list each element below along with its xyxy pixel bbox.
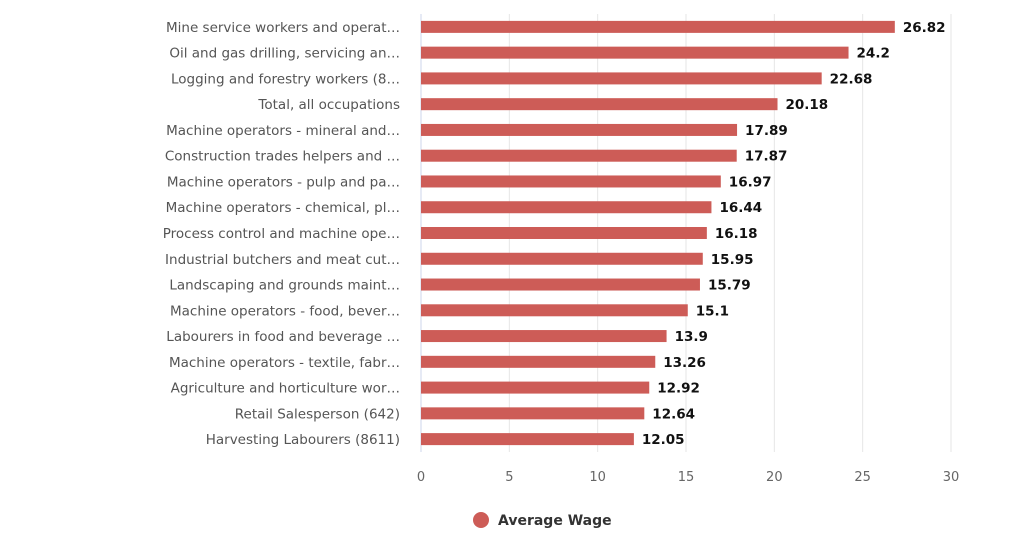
category-label: Labourers in food and beverage … (166, 329, 400, 345)
category-label: Landscaping and grounds maint… (169, 278, 400, 294)
category-label: Machine operators - food, bever… (170, 303, 400, 319)
bar (421, 330, 667, 343)
x-tick-label: 0 (417, 470, 425, 485)
data-label: 16.18 (715, 226, 758, 242)
category-label: Harvesting Labourers (8611) (206, 432, 400, 448)
x-tick-label: 5 (505, 470, 513, 485)
x-tick-label: 25 (854, 470, 871, 485)
data-label: 20.18 (786, 97, 829, 113)
bar (421, 407, 645, 420)
data-label: 12.64 (652, 406, 695, 422)
data-label: 22.68 (830, 71, 873, 87)
bar (421, 304, 688, 317)
data-label: 24.2 (857, 46, 890, 62)
category-label: Industrial butchers and meat cut… (165, 252, 400, 268)
legend-marker (473, 512, 489, 528)
data-label: 16.97 (729, 174, 772, 190)
x-tick-label: 30 (943, 470, 960, 485)
bar (421, 278, 700, 291)
x-tick-label: 10 (589, 470, 606, 485)
bar (421, 20, 895, 33)
bar (421, 381, 650, 394)
legend-item-average-wage[interactable]: Average Wage (498, 513, 612, 529)
data-label: 26.82 (903, 20, 946, 36)
bar (421, 123, 738, 136)
bar (421, 72, 822, 85)
data-label: 17.89 (745, 123, 788, 139)
bar (421, 175, 721, 188)
data-label: 13.9 (675, 329, 708, 345)
bar (421, 46, 849, 59)
category-label: Logging and forestry workers (8… (171, 71, 400, 87)
category-label: Machine operators - pulp and pa… (167, 174, 400, 190)
data-label: 12.05 (642, 432, 685, 448)
category-label: Retail Salesperson (642) (235, 406, 400, 422)
bar (421, 355, 656, 368)
category-label: Machine operators - chemical, pl… (166, 200, 400, 216)
bar (421, 227, 707, 239)
category-label: Construction trades helpers and … (165, 149, 400, 165)
bar (421, 252, 703, 265)
category-label: Machine operators - textile, fabr… (169, 355, 400, 371)
category-label: Process control and machine ope… (163, 226, 400, 242)
data-label: 15.95 (711, 252, 754, 268)
x-tick-label: 15 (678, 470, 695, 485)
category-label: Agriculture and horticulture wor… (171, 381, 400, 397)
data-label: 15.79 (708, 278, 751, 294)
category-label: Machine operators - mineral and… (166, 123, 400, 139)
data-label: 16.44 (719, 200, 762, 216)
category-label: Oil and gas drilling, servicing an… (169, 46, 400, 62)
bar (421, 201, 712, 214)
data-label: 12.92 (657, 381, 700, 397)
data-label: 17.87 (745, 149, 788, 165)
bar (421, 149, 737, 162)
bar (421, 98, 778, 111)
bar (421, 433, 634, 446)
data-label: 15.1 (696, 303, 729, 319)
x-tick-label: 20 (766, 470, 783, 485)
category-label: Total, all occupations (257, 97, 400, 113)
data-label: 13.26 (663, 355, 706, 371)
category-label: Mine service workers and operat… (166, 20, 400, 36)
